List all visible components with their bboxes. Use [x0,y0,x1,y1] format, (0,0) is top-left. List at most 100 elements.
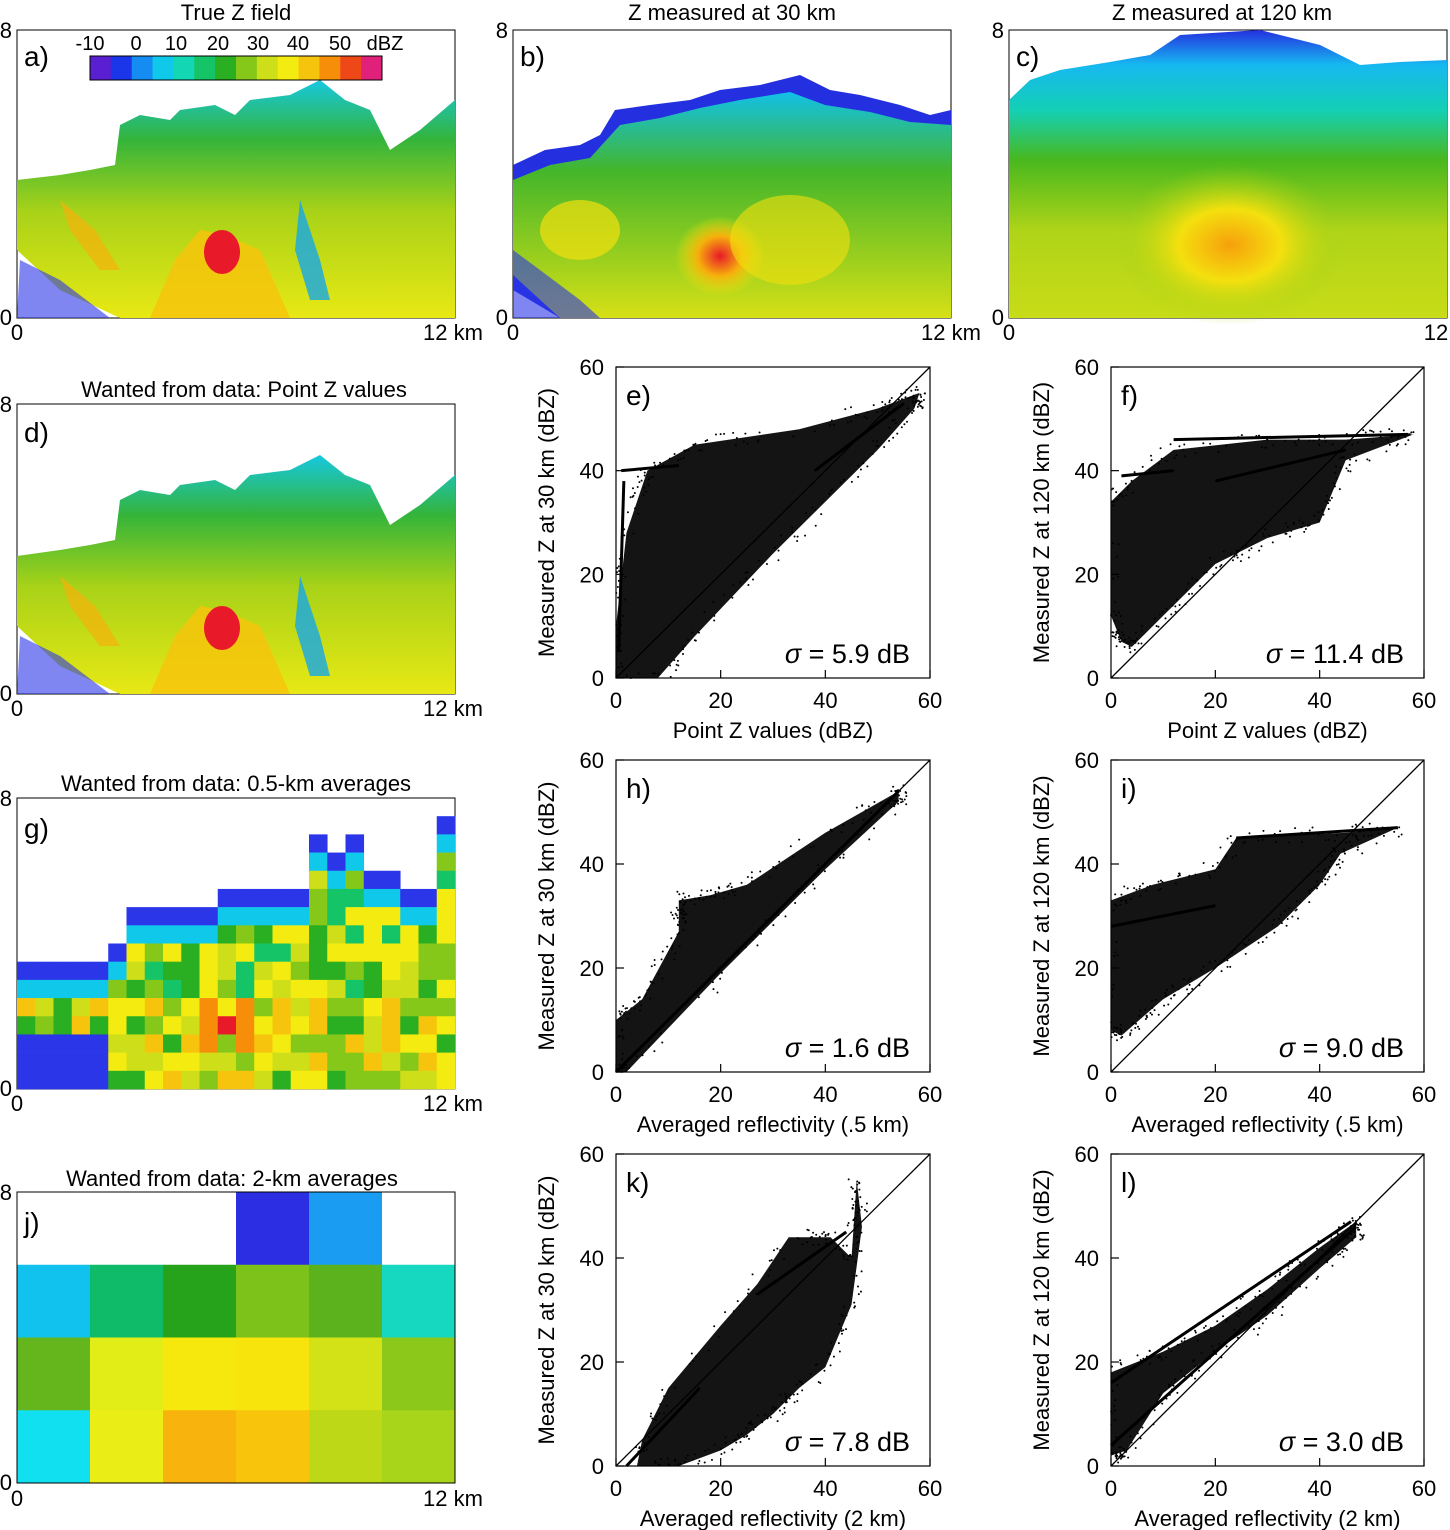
y-tick-label: 40 [580,852,604,877]
data-point [675,906,678,909]
data-point [842,853,845,856]
data-point [1325,500,1328,503]
data-point [1165,1356,1168,1359]
data-point [917,403,920,406]
data-point [905,803,908,806]
data-point [649,980,652,983]
data-point [812,1231,815,1234]
data-point [1183,443,1186,446]
data-point [1138,1014,1141,1017]
data-point [1352,833,1355,836]
x-tick-label: 20 [1203,1476,1227,1501]
data-point [754,1426,757,1429]
data-point [839,856,842,859]
y-tick-label: 20 [1075,1350,1099,1375]
grid-cell [126,925,146,944]
data-point [1356,1223,1359,1226]
data-point [752,578,755,581]
data-point [651,1417,654,1420]
data-point [843,1305,846,1308]
data-point [1114,600,1117,603]
data-point [684,896,687,899]
x-axis-label: Averaged reflectivity (.5 km) [1131,1112,1403,1137]
panel-b-xleft: 0 [507,320,519,345]
data-point [1362,834,1365,837]
data-point [851,1197,854,1200]
data-point [1217,450,1220,453]
x-tick-label: 60 [1412,1476,1436,1501]
data-point [1286,526,1289,529]
data-point [788,1397,791,1400]
data-point [1386,438,1389,441]
grid-cell [382,1016,401,1035]
grid-cell [217,1034,237,1053]
y-tick-label: 0 [592,666,604,691]
grid-cell [309,870,328,890]
data-point [1244,943,1247,946]
data-point [1308,524,1311,527]
colorbar-swatch [319,56,341,80]
grid-cell [71,1052,91,1072]
grid-cell [53,1052,73,1072]
data-point [842,1255,845,1258]
data-point [746,875,749,878]
data-point [830,830,833,833]
grid-cell [272,961,292,981]
data-point [1222,1315,1225,1318]
data-point [767,1274,770,1277]
data-point [860,1205,863,1208]
data-point [651,475,654,478]
plot-frame [1110,1153,1425,1467]
data-point [1337,849,1340,852]
colorbar-swatch [236,56,258,80]
data-point [1317,511,1320,514]
data-point [624,575,627,578]
data-point [853,1224,856,1227]
data-point [792,435,795,438]
data-point [1225,854,1228,857]
data-point [1354,823,1357,826]
data-point [682,904,685,907]
grid-cell [436,998,456,1017]
grid-cell [436,1034,456,1053]
data-point [857,1240,860,1243]
data-point [1145,889,1148,892]
data-point [751,880,754,883]
data-point [1298,1261,1301,1264]
grid-cell [327,907,346,926]
data-point [1369,429,1372,432]
grid-cell [290,998,310,1017]
grid-cell [345,943,365,962]
grid-cell [272,925,292,944]
data-point [915,400,918,403]
data-point [1356,1226,1359,1229]
data-point [1342,1222,1345,1225]
grid-cell [236,1016,255,1035]
data-point [692,1360,695,1363]
data-point [674,912,677,915]
grid-cell [436,925,456,944]
data-point [683,450,686,453]
data-point [649,476,652,479]
y-axis-label: Measured Z at 120 km (dBZ) [1029,775,1054,1056]
data-point [825,1238,828,1241]
data-point [709,895,712,898]
data-point [1120,492,1123,495]
data-point [1321,1248,1324,1251]
data-point [745,1427,748,1430]
data-point [1332,1239,1335,1242]
data-point [904,396,907,399]
data-point [773,1407,776,1410]
data-point [1235,554,1238,557]
data-point [1200,1352,1203,1355]
data-point [687,448,690,451]
grid-cell [418,961,438,981]
data-point [814,508,817,511]
data-point [842,1329,845,1332]
data-point [1346,1236,1349,1239]
data-point [622,1037,625,1040]
data-point [1160,457,1163,460]
data-point [840,831,843,834]
data-point [859,1196,862,1199]
